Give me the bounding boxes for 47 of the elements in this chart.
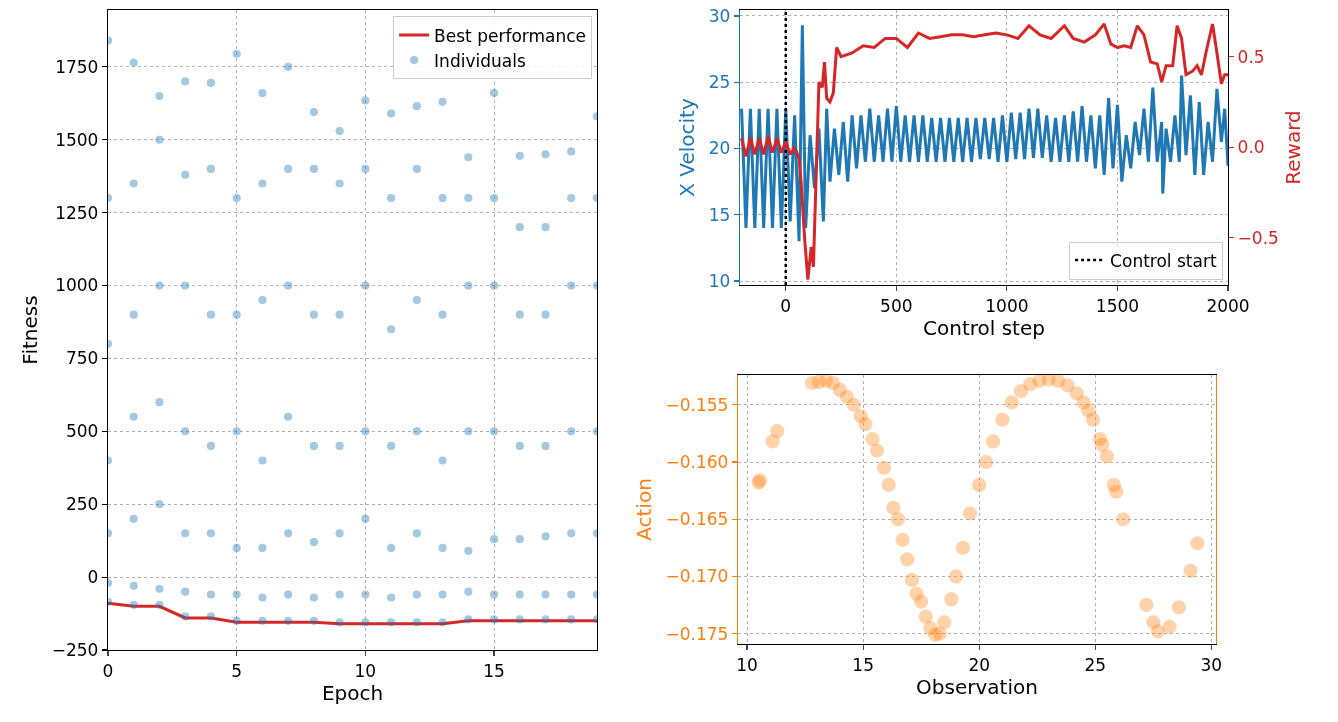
x-axis-title: Epoch <box>321 681 384 705</box>
y-tick-label: 15 <box>708 204 731 225</box>
x-tick-label: 10 <box>354 660 377 681</box>
x-tick-label: 0 <box>780 295 792 316</box>
y-tick-label: 250 <box>65 494 99 515</box>
x-tick-label: 15 <box>483 660 505 681</box>
y2-axis-title: Reward <box>1281 110 1306 185</box>
y2-tick-label: 0.5 <box>1237 46 1265 67</box>
y-tick-label: 750 <box>65 348 99 369</box>
y-tick-label: 20 <box>708 138 731 159</box>
x-tick-label: 20 <box>968 654 991 675</box>
y-tick-label: 1000 <box>55 275 99 296</box>
y-tick-label: 0 <box>87 567 99 588</box>
legend-label: Individuals <box>434 50 526 71</box>
y-tick-label: −0.155 <box>665 394 729 415</box>
x-tick-label: 500 <box>880 295 913 316</box>
y-tick-label: 1500 <box>55 129 99 150</box>
x-tick-label: 0 <box>102 660 114 681</box>
y-tick-label: −0.165 <box>665 509 729 530</box>
legend-label: Best performance <box>434 25 587 46</box>
x-tick-label: 1500 <box>1095 295 1140 316</box>
x-tick-label: 2000 <box>1206 295 1250 316</box>
x-tick-label: 15 <box>852 654 874 675</box>
y-tick-label: 1250 <box>55 202 99 223</box>
x-tick-label: 25 <box>1084 654 1107 675</box>
x-axis-title: Observation <box>916 675 1038 699</box>
x-axis-title: Control step <box>923 316 1045 340</box>
x-tick-label: 10 <box>736 654 758 675</box>
y-axis-title: Fitness <box>18 295 43 365</box>
y-tick-label: 30 <box>708 5 731 26</box>
y-tick-label: 25 <box>708 72 731 93</box>
y-tick-label: 10 <box>708 270 731 291</box>
line-series <box>740 22 1228 282</box>
y-axis-title: Action <box>632 478 657 541</box>
y-tick-label: −0.160 <box>665 451 729 472</box>
y-tick-label: −0.170 <box>665 566 729 587</box>
ref-line-label: Control start <box>1110 250 1217 271</box>
y-tick-label: −250 <box>51 639 99 660</box>
y-tick-label: 500 <box>65 421 99 442</box>
y-axis-title: X Velocity <box>675 98 700 197</box>
x-tick-label: 5 <box>231 660 243 681</box>
y-tick-label: 1750 <box>55 56 99 77</box>
y2-tick-label: −0.5 <box>1237 227 1279 248</box>
y-tick-label: −0.175 <box>665 623 729 644</box>
x-tick-label: 30 <box>1200 654 1223 675</box>
y2-tick-label: 0.0 <box>1237 137 1265 158</box>
x-tick-label: 1000 <box>985 295 1029 316</box>
